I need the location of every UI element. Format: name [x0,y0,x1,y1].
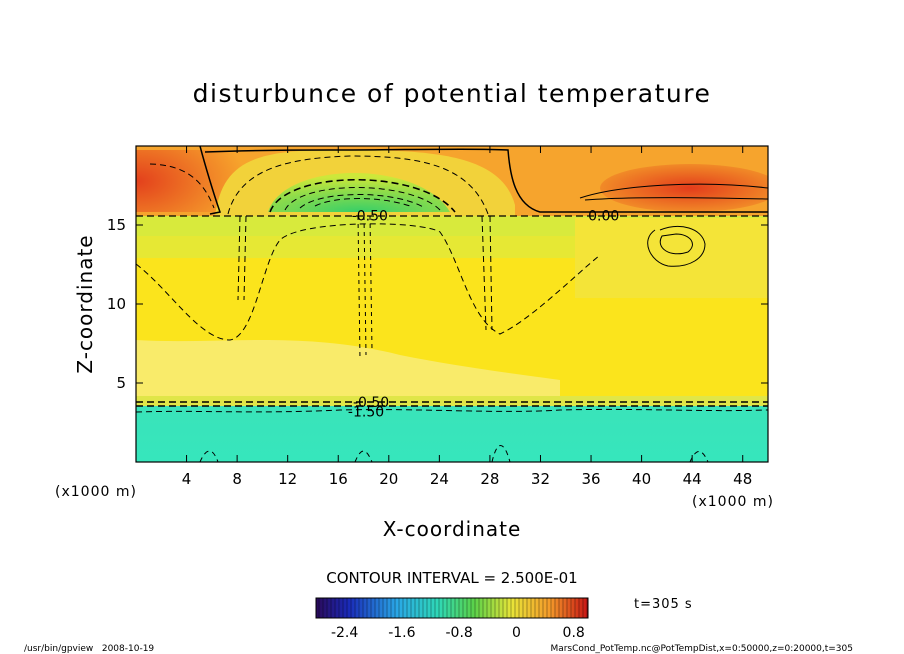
dome-core [268,173,450,212]
x-tick-label: 8 [232,470,242,488]
colorbar-tick-label: 0.8 [563,625,585,641]
bottom-layer [136,404,768,462]
contour-label: -1.50 [348,404,384,420]
contour-left-drop [237,215,247,301]
colorbar-tick-label: 0 [512,625,521,641]
plot-field: -0.50 0.00-0.50-1.50 [136,146,768,462]
x-tick-label: 4 [182,470,192,488]
time-label: t=305 s [634,597,693,612]
contour-interval: CONTOUR INTERVAL = 2.500E-01 [326,569,577,587]
x-unit-right: (x1000 m) [692,494,774,510]
contour-label: 0.00 [588,209,619,225]
footer-left: /usr/bin/gpview 2008-10-19 [24,644,154,654]
y-tick-label: 10 [107,295,126,313]
contour-label: -0.50 [353,395,389,411]
colorbar-stripes [318,598,588,618]
contour-right-turbulence [647,226,706,267]
contour-zero-left [199,146,221,215]
contour-bottom-bumps [199,445,709,462]
contour-right-loop [579,183,768,201]
pale-lower-region [136,340,560,400]
x-tick-label: 36 [581,470,600,488]
y-axis-label: Z-coordinate [73,234,97,373]
contour-dome-1 [269,178,456,213]
colorbar-fill [316,598,588,618]
x-tick-label: 24 [430,470,449,488]
contour-zero-dome [204,148,768,213]
y-tick-label: 5 [116,374,126,392]
footer-right: MarsCond_PotTemp.nc@PotTempDist,x=0:5000… [550,644,853,654]
transition-band [136,396,768,406]
contour-bowl [136,223,601,341]
contour-lines [136,146,768,462]
contour-lower-3 [136,408,768,413]
colorbar: -2.4 -1.6 -0.8 0 0.8 [315,597,589,641]
colorbar-frame [315,597,589,619]
y-tick-label: 15 [107,216,126,234]
contour-label: -0.50 [352,209,388,225]
colorbar-ticks: -2.4 -1.6 -0.8 0 0.8 [331,625,585,641]
x-tick-label: 28 [480,470,499,488]
contour-dome-4 [314,198,411,207]
contour-center-drop [357,215,373,361]
contour-right-drop [481,215,493,331]
x-tick-label: 16 [329,470,348,488]
x-tick-label: 44 [683,470,702,488]
contour-left-inner [149,163,215,209]
x-tick-label: 48 [733,470,752,488]
hot-right-region [600,164,768,212]
contour-dome-2 [284,187,441,211]
chart-title: disturbunce of potential temperature [193,79,712,108]
x-unit-left: (x1000 m) [55,484,137,500]
x-tick-label: 40 [632,470,651,488]
contour-labels: -0.50 0.00-0.50-1.50 [348,209,619,421]
x-axis-label: X-coordinate [383,517,522,541]
contour-dome-outer [227,155,489,215]
colorbar-tick-label: -2.4 [331,625,358,641]
x-tick-label: 12 [278,470,297,488]
right-turbulent-region [575,218,768,298]
x-tick-label: 32 [531,470,550,488]
x-tick-label: 20 [379,470,398,488]
contour-dome-3 [299,194,426,209]
colorbar-tick-label: -0.8 [445,625,472,641]
colorbar-tick-label: -1.6 [388,625,415,641]
